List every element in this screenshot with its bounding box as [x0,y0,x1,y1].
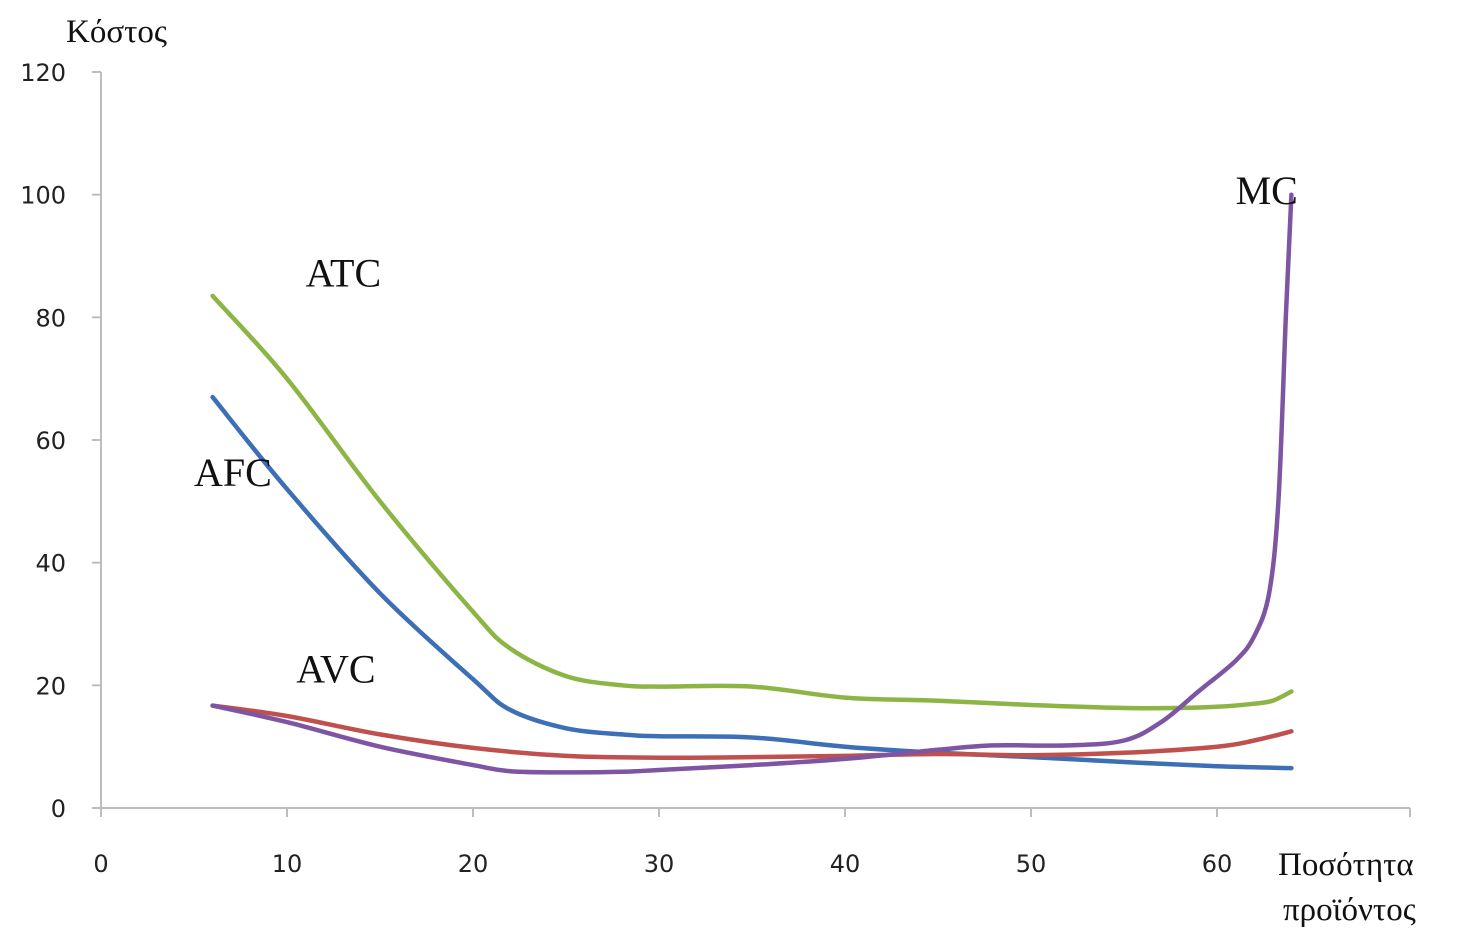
series-line-atc [210,293,1294,711]
y-tick-label: 60 [35,427,66,455]
x-ticks: 0 10 20 30 40 50 60 [93,808,1411,878]
axes [100,72,1410,809]
x-tick-label: 30 [644,850,675,878]
series-label-mc: MC [1236,168,1298,213]
series-label-afc: AFC [194,450,272,495]
x-axis-title-line-1: Ποσότητα [1278,847,1414,883]
series-annotations: ATC AFC AVC MC [194,168,1298,691]
x-tick-label: 0 [93,850,108,878]
y-ticks: 0 20 40 60 80 100 120 [20,59,101,823]
y-tick-label: 0 [51,795,66,823]
series-line-avc [210,703,1294,760]
x-tick-label: 10 [272,850,303,878]
y-tick-label: 20 [35,672,66,700]
series-line-mc [210,192,1294,775]
series-line-afc [210,394,1294,771]
y-tick-label: 100 [20,182,66,210]
y-tick-label: 80 [35,304,66,332]
y-axis-title: Κόστος [66,14,167,50]
x-tick-label: 40 [830,850,861,878]
series-label-atc: ATC [306,251,382,296]
y-tick-label: 40 [35,550,66,578]
x-tick-label: 60 [1202,850,1233,878]
x-axis-title-line-2: προϊόντος [1283,892,1416,928]
series-label-avc: AVC [296,646,375,691]
x-tick-label: 50 [1016,850,1047,878]
y-tick-label: 120 [20,59,66,87]
x-tick-label: 20 [458,850,489,878]
series-lines [210,192,1294,775]
